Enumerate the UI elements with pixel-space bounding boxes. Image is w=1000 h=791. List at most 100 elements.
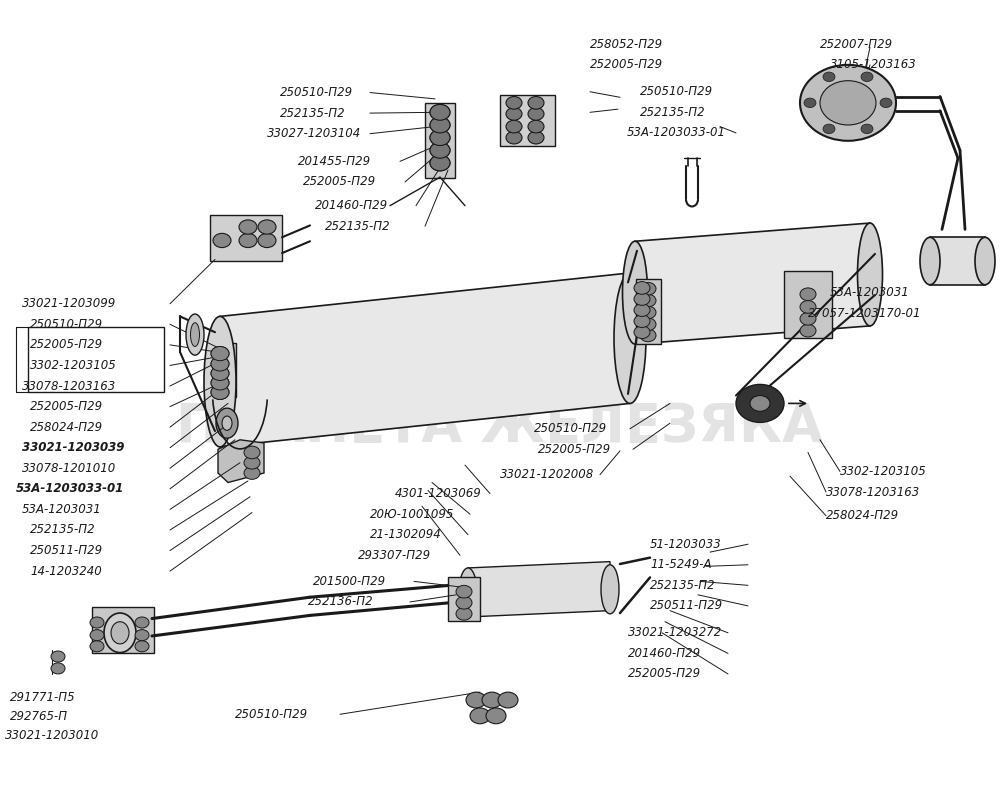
Circle shape — [880, 98, 892, 108]
Circle shape — [430, 155, 450, 171]
Circle shape — [750, 396, 770, 411]
Text: 250510-П29: 250510-П29 — [235, 708, 308, 721]
Text: 252135-П2: 252135-П2 — [280, 107, 346, 119]
Text: 293307-П29: 293307-П29 — [358, 549, 431, 562]
Circle shape — [456, 607, 472, 620]
Text: 27057-1203170-01: 27057-1203170-01 — [808, 307, 922, 320]
Text: 3302-1203105: 3302-1203105 — [840, 465, 927, 478]
Ellipse shape — [975, 237, 995, 285]
Circle shape — [506, 108, 522, 120]
Circle shape — [135, 617, 149, 628]
Circle shape — [135, 641, 149, 652]
Text: 33078-1203163: 33078-1203163 — [826, 486, 920, 498]
Text: 258052-П29: 258052-П29 — [590, 38, 663, 51]
Circle shape — [804, 98, 816, 108]
Circle shape — [528, 120, 544, 133]
FancyBboxPatch shape — [210, 215, 282, 261]
FancyBboxPatch shape — [208, 343, 236, 397]
Text: 3105-1203163: 3105-1203163 — [830, 59, 917, 71]
Text: 53А-1203033-01: 53А-1203033-01 — [627, 127, 726, 139]
Circle shape — [528, 131, 544, 144]
Text: ПЛАНЕТА ЖЕЛЕЗЯКА: ПЛАНЕТА ЖЕЛЕЗЯКА — [176, 401, 824, 453]
Text: 33078-1203163: 33078-1203163 — [22, 380, 116, 392]
Ellipse shape — [186, 314, 204, 355]
Circle shape — [430, 104, 450, 120]
Polygon shape — [468, 562, 610, 617]
Circle shape — [640, 318, 656, 331]
Text: 33021-1203039: 33021-1203039 — [22, 441, 124, 454]
Circle shape — [861, 124, 873, 134]
Circle shape — [239, 220, 257, 234]
Circle shape — [736, 384, 784, 422]
Ellipse shape — [614, 273, 646, 403]
Circle shape — [823, 72, 835, 81]
Text: 252135-П2: 252135-П2 — [650, 579, 716, 592]
Polygon shape — [622, 280, 660, 342]
Circle shape — [640, 306, 656, 319]
Ellipse shape — [190, 323, 200, 346]
Text: 201500-П29: 201500-П29 — [313, 575, 386, 588]
Circle shape — [482, 692, 502, 708]
Text: 33021-1203010: 33021-1203010 — [5, 729, 99, 742]
Circle shape — [640, 329, 656, 342]
Text: 252005-П29: 252005-П29 — [30, 339, 103, 351]
Text: 20Ю-1001095: 20Ю-1001095 — [370, 508, 454, 520]
Ellipse shape — [222, 416, 232, 430]
Ellipse shape — [601, 565, 619, 614]
Circle shape — [820, 81, 876, 125]
Text: 291771-П5: 291771-П5 — [10, 691, 76, 704]
Circle shape — [528, 97, 544, 109]
Circle shape — [244, 456, 260, 469]
Text: 250511-П29: 250511-П29 — [650, 600, 723, 612]
Circle shape — [634, 282, 650, 294]
Circle shape — [430, 117, 450, 133]
Circle shape — [466, 692, 486, 708]
Ellipse shape — [216, 408, 238, 438]
FancyBboxPatch shape — [425, 103, 455, 178]
FancyBboxPatch shape — [92, 607, 154, 653]
Circle shape — [634, 326, 650, 339]
Text: 33027-1203104: 33027-1203104 — [267, 127, 361, 140]
Circle shape — [640, 282, 656, 295]
Circle shape — [211, 385, 229, 399]
Text: 53А-1203031: 53А-1203031 — [830, 286, 910, 299]
Text: 258024-П29: 258024-П29 — [826, 509, 899, 522]
Text: 33021-1202008: 33021-1202008 — [500, 468, 594, 481]
Circle shape — [823, 124, 835, 134]
Circle shape — [430, 130, 450, 146]
Text: 51-1203033: 51-1203033 — [650, 538, 722, 551]
Circle shape — [135, 630, 149, 641]
FancyBboxPatch shape — [636, 279, 661, 344]
Polygon shape — [930, 237, 985, 285]
Text: 252135-П2: 252135-П2 — [640, 106, 706, 119]
Ellipse shape — [858, 223, 883, 326]
Text: 33021-1203272: 33021-1203272 — [628, 626, 722, 639]
Circle shape — [800, 288, 816, 301]
Circle shape — [506, 131, 522, 144]
Circle shape — [430, 155, 450, 171]
Text: 252005-П29: 252005-П29 — [30, 400, 103, 413]
Ellipse shape — [622, 241, 648, 344]
Circle shape — [430, 142, 450, 158]
Circle shape — [90, 630, 104, 641]
Text: 250510-П29: 250510-П29 — [30, 318, 103, 331]
Circle shape — [430, 117, 450, 133]
Circle shape — [486, 708, 506, 724]
Circle shape — [258, 220, 276, 234]
Circle shape — [211, 346, 229, 361]
Text: 292765-П: 292765-П — [10, 710, 68, 723]
Circle shape — [634, 304, 650, 316]
Text: 53А-1203031: 53А-1203031 — [22, 503, 102, 516]
Circle shape — [211, 366, 229, 380]
Circle shape — [800, 324, 816, 337]
Ellipse shape — [111, 622, 129, 644]
Circle shape — [51, 663, 65, 674]
Circle shape — [456, 596, 472, 609]
Polygon shape — [218, 440, 264, 483]
Text: 250511-П29: 250511-П29 — [30, 544, 103, 557]
Circle shape — [244, 467, 260, 479]
Circle shape — [211, 385, 229, 399]
Circle shape — [506, 97, 522, 109]
FancyBboxPatch shape — [500, 95, 555, 146]
Text: 201460-П29: 201460-П29 — [315, 199, 388, 212]
